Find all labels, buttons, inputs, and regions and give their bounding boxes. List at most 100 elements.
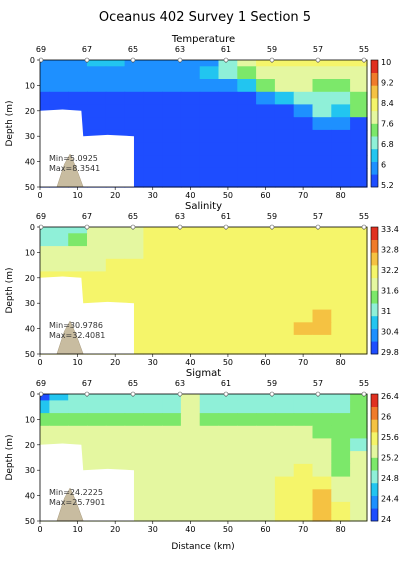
heatmap-cell (350, 334, 368, 349)
heatmap-cell (105, 451, 126, 465)
x-tick-label: 0 (37, 525, 42, 534)
heatmap-cell (331, 180, 351, 188)
x-tick-label: 70 (298, 525, 308, 534)
heatmap-cell (350, 227, 368, 234)
heatmap-cell (40, 394, 50, 401)
heatmap-cell (199, 476, 220, 490)
heatmap-cell (180, 438, 201, 452)
heatmap-cell (350, 284, 368, 298)
heatmap-cell (237, 227, 257, 234)
heatmap-cell (143, 180, 163, 188)
heatmap-cell (237, 334, 257, 349)
heatmap-cell (331, 129, 351, 144)
colorbar-tick-label: 24.8 (381, 474, 399, 483)
heatmap-cell (162, 129, 182, 144)
heatmap-cell (180, 425, 201, 440)
heatmap-cell (274, 167, 295, 182)
heatmap-cell (237, 91, 257, 106)
heatmap-cell (350, 476, 368, 490)
heatmap-cell (143, 129, 163, 144)
station-marker (130, 391, 136, 397)
heatmap-cell (199, 489, 220, 503)
heatmap-cell (105, 413, 126, 427)
heatmap-cell (199, 463, 220, 478)
heatmap-cell (143, 451, 163, 465)
heatmap-cell (49, 258, 69, 273)
heatmap-cell (180, 400, 201, 414)
heatmap-cell (40, 246, 50, 260)
heatmap-cell (256, 60, 276, 67)
heatmap-cell (162, 413, 182, 427)
heatmap-cell (256, 104, 276, 118)
station-marker (130, 57, 136, 63)
heatmap-cell (199, 400, 220, 414)
station-marker (223, 224, 229, 230)
colorbar-tick-label: 31.6 (381, 287, 399, 296)
heatmap-cell (180, 180, 201, 188)
heatmap-cell (162, 104, 182, 118)
heatmap-cell (256, 451, 276, 465)
station-label: 69 (36, 212, 46, 221)
heatmap-cell (180, 413, 201, 427)
heatmap-cell (218, 296, 238, 311)
x-tick-label: 50 (223, 525, 233, 534)
heatmap-cell (256, 347, 276, 355)
heatmap-cell (68, 60, 88, 67)
heatmap-cell (218, 258, 238, 273)
heatmap-cell (218, 104, 238, 118)
heatmap-cell (199, 438, 220, 452)
heatmap-cell (331, 246, 351, 260)
heatmap-cell (293, 104, 314, 118)
heatmap-cell (105, 66, 126, 80)
heatmap-cell (293, 309, 314, 323)
heatmap-cell (162, 180, 182, 188)
heatmap-cell (162, 489, 182, 503)
heatmap-cell (331, 425, 351, 440)
heatmap-cell (124, 233, 144, 247)
heatmap-cell (350, 79, 368, 93)
heatmap-cell (49, 66, 69, 80)
heatmap-cell (331, 451, 351, 465)
colorbar-segment (371, 161, 378, 175)
heatmap-cell (256, 413, 276, 427)
heatmap-cell (143, 322, 163, 336)
heatmap-cell (274, 104, 295, 118)
heatmap-cell (124, 117, 144, 131)
colorbar-segment (371, 394, 378, 407)
heatmap-cell (293, 66, 314, 80)
heatmap-cell (124, 227, 144, 234)
heatmap-cell (180, 167, 201, 182)
colorbar-tick-label: 24 (381, 515, 391, 524)
heatmap-cell (180, 476, 201, 490)
station-label: 61 (221, 379, 231, 388)
heatmap-cell (87, 79, 107, 93)
heatmap-cell (180, 309, 201, 323)
y-axis-label: Depth (m) (5, 434, 15, 480)
heatmap-cell (312, 227, 332, 234)
heatmap-cell (40, 258, 50, 273)
heatmap-cell (350, 91, 368, 106)
heatmap-cell (218, 463, 238, 478)
heatmap-cell (218, 66, 238, 80)
heatmap-cell (105, 104, 126, 118)
heatmap-cell (199, 167, 220, 182)
station-marker (177, 391, 183, 397)
heatmap-cell (256, 79, 276, 93)
heatmap-cell (331, 476, 351, 490)
heatmap-cell (199, 227, 220, 234)
heatmap-cell (87, 66, 107, 80)
heatmap-cell (293, 117, 314, 131)
heatmap-cell (218, 514, 238, 522)
station-label: 55 (359, 379, 369, 388)
heatmap-cell (274, 60, 295, 67)
heatmap-cell (162, 322, 182, 336)
heatmap-cell (162, 309, 182, 323)
heatmap-cell (218, 451, 238, 465)
heatmap-cell (68, 413, 88, 427)
heatmap-cell (87, 438, 107, 452)
colorbar: 33.4 32.8 32.2 31.6 31 30.4 29.8 (370, 225, 399, 357)
station-label: 57 (313, 379, 323, 388)
heatmap-cell (87, 394, 107, 401)
heatmap-cell (237, 309, 257, 323)
heatmap-cell (350, 463, 368, 478)
